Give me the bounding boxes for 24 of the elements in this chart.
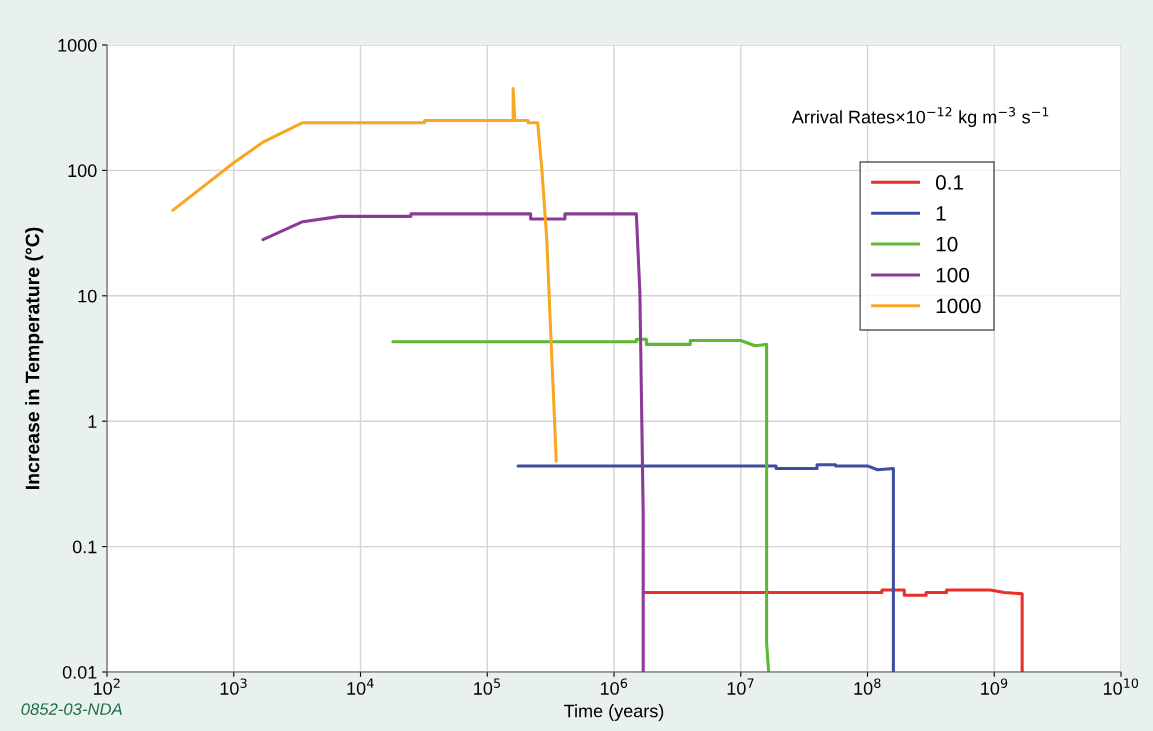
x-axis-title: Time (years) bbox=[564, 704, 664, 721]
y-tick-label: 0.01 bbox=[62, 665, 97, 679]
x-tick-label: 10$^{3}$ bbox=[220, 678, 247, 695]
y-tick-label: 10 bbox=[78, 289, 97, 303]
y-tick-label: 100 bbox=[68, 164, 97, 178]
x-tick-label: 10$^{10}$ bbox=[1103, 678, 1139, 695]
y-axis-title: Increase in Temperature (°C) bbox=[25, 227, 44, 489]
y-tick-label: 0.1 bbox=[72, 540, 97, 554]
legend-label: 0.1 bbox=[935, 175, 964, 190]
x-tick-label: 10$^{4}$ bbox=[347, 678, 374, 695]
y-tick-label: 1000 bbox=[58, 38, 97, 52]
legend-title: Arrival Rates×10$^{−12}$ kg m$^{−3}$ s$^{−1}$ bbox=[791, 106, 1049, 128]
x-tick-label: 10$^{8}$ bbox=[854, 678, 881, 695]
text: 0852-03-NDA bbox=[21, 703, 122, 716]
x-tick-label: 10$^{2}$ bbox=[93, 678, 120, 695]
x-tick-label: 10$^{9}$ bbox=[981, 678, 1008, 695]
y-tick-label: 1 bbox=[88, 415, 97, 428]
legend-label: 1000 bbox=[936, 298, 981, 314]
legend-label: 100 bbox=[936, 267, 970, 283]
legend-label: 10 bbox=[936, 236, 958, 252]
legend-label: 1 bbox=[936, 206, 946, 221]
x-tick-label: 10$^{5}$ bbox=[474, 678, 500, 695]
x-tick-label: 10$^{7}$ bbox=[727, 678, 754, 695]
x-tick-label: 10$^{6}$ bbox=[600, 678, 628, 695]
